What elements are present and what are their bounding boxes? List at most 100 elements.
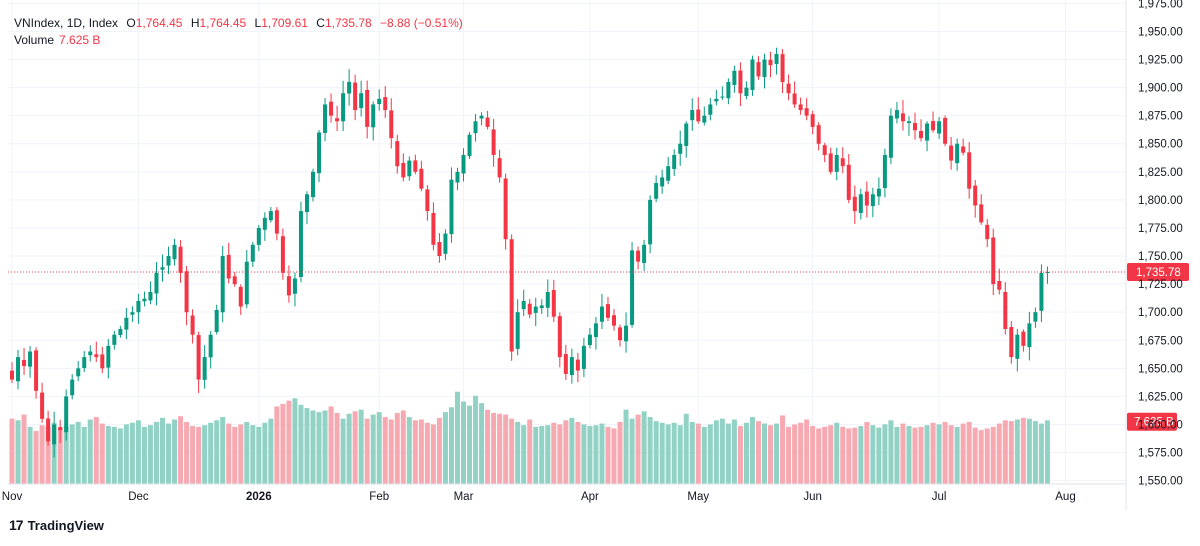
volume-bar <box>479 403 485 484</box>
brand-name: TradingView <box>27 517 104 533</box>
candle-body <box>323 104 328 133</box>
x-tick-label: Feb <box>369 491 389 503</box>
candle-body <box>804 108 809 116</box>
candle-body <box>166 256 171 266</box>
y-tick-label: 1,825.00 <box>1138 167 1183 179</box>
volume-bar <box>972 427 978 484</box>
candle-body <box>684 123 689 146</box>
volume-bar <box>412 420 418 484</box>
volume-bar <box>713 420 719 484</box>
volume-bar <box>611 428 617 484</box>
candle-body <box>780 54 785 82</box>
open-value: 1,764.45 <box>135 16 183 30</box>
tradingview-brand[interactable]: 17 TradingView <box>9 517 104 533</box>
volume-bar <box>563 420 569 484</box>
volume-bar <box>1002 420 1008 484</box>
volume-bar <box>659 422 665 484</box>
close-value: 1,735.78 <box>324 16 372 30</box>
volume-bar <box>954 426 960 484</box>
candle-body <box>738 70 743 94</box>
last-volume-tag <box>1127 412 1177 431</box>
volume-bar <box>292 398 298 484</box>
candle-body <box>461 154 466 174</box>
volume-bar <box>250 425 256 484</box>
volume-bar <box>21 414 27 484</box>
candle-body <box>1021 331 1026 346</box>
candle-body <box>443 233 448 254</box>
volume-bar <box>641 411 647 484</box>
volume-bar <box>984 428 990 484</box>
candle-body <box>389 110 394 139</box>
candle-body <box>660 177 665 187</box>
candle-body <box>497 158 502 178</box>
candle-body <box>1045 272 1050 274</box>
volume-bar <box>117 428 123 484</box>
y-tick-label: 1,650.00 <box>1138 363 1183 375</box>
candle-body <box>136 300 141 313</box>
y-tick-label: 1,800.00 <box>1138 195 1183 207</box>
volume-bar <box>262 422 268 484</box>
candle-body <box>533 306 538 313</box>
candle-body <box>774 53 779 64</box>
volume-bar <box>268 418 274 484</box>
volume-bar <box>358 409 364 484</box>
candle-body <box>539 305 544 309</box>
y-tick-label: 1,900.00 <box>1138 83 1183 95</box>
candle-body <box>383 97 388 111</box>
volume-bar <box>232 426 238 484</box>
volume-bar <box>840 426 846 484</box>
volume-bar <box>924 425 930 484</box>
candle-body <box>130 312 135 315</box>
volume-bar <box>894 426 900 484</box>
candle-body <box>202 357 207 380</box>
candle-body <box>473 121 478 134</box>
x-tick-label: 2026 <box>246 491 272 503</box>
y-tick-label: 1,575.00 <box>1138 448 1183 460</box>
candle-body <box>750 59 755 90</box>
volume-bar <box>671 422 677 484</box>
y-tick-label: 1,925.00 <box>1138 55 1183 67</box>
volume-bar <box>912 427 918 484</box>
candle-body <box>112 334 117 345</box>
volume-bar <box>123 424 129 484</box>
symbol-label[interactable]: VNIndex, 1D, Index <box>14 16 119 30</box>
high-label: H <box>190 16 200 30</box>
volume-label[interactable]: Volume <box>14 33 55 47</box>
volume-bar <box>214 420 220 484</box>
volume-bar <box>208 422 214 484</box>
volume-bar <box>629 418 635 484</box>
candle-body <box>798 104 803 111</box>
volume-bar <box>160 417 165 484</box>
volume-bar <box>244 421 250 484</box>
candle-body <box>467 134 472 157</box>
volume-bar <box>665 424 671 484</box>
volume-bar <box>129 422 135 484</box>
candle-body <box>870 194 875 207</box>
candle-body <box>359 93 364 109</box>
volume-bar <box>382 417 388 484</box>
volume-bar <box>966 421 972 484</box>
candle-body <box>605 304 610 318</box>
candle-body <box>491 129 496 155</box>
volume-bar <box>1020 417 1026 484</box>
volume-bar <box>274 406 280 484</box>
candle-body <box>419 168 424 189</box>
y-tick-label: 1,775.00 <box>1138 223 1183 235</box>
candle-body <box>624 325 629 342</box>
volume-bar <box>768 425 774 484</box>
volume-bar <box>515 421 521 484</box>
volume-bar <box>936 424 942 484</box>
candle-body <box>28 351 33 367</box>
last-price-label: 1,735.78 <box>1136 267 1181 279</box>
candle-body <box>642 244 647 263</box>
candle-body <box>919 130 924 139</box>
candle-body <box>581 345 586 369</box>
volume-bar <box>190 426 196 484</box>
candle-body <box>274 210 279 234</box>
y-tick-label: 1,550.00 <box>1138 476 1183 488</box>
volume-bar <box>196 426 202 484</box>
ohlc-legend-row: VNIndex, 1D, Index O1,764.45 H1,764.45 L… <box>14 15 463 32</box>
last-price-tag <box>1127 263 1189 282</box>
